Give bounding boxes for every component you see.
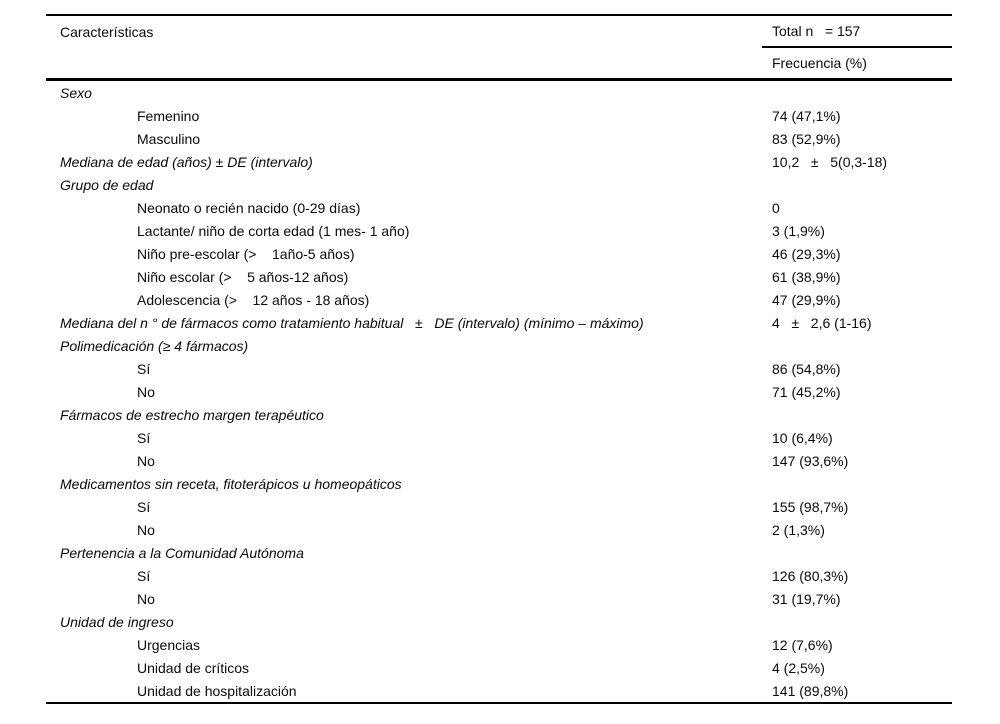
row-value: 4 (2,5%) (772, 659, 825, 676)
table-row: Masculino 83 (52,9%) (46, 127, 952, 150)
row-value: 155 (98,7%) (772, 498, 849, 515)
table-body: Sexo Femenino 74 (47,1%) Masculino 83 (52,9%… (46, 78, 952, 702)
row-value: 83 (52,9%) (772, 130, 841, 147)
row-value: 10,2 ± 5(0,3-18) (772, 153, 888, 170)
row-value: 2 (1,3%) (772, 521, 825, 538)
row-label: Mediana de edad (años) ± DE (intervalo) (60, 153, 313, 170)
table-header-row-1: Características Total n = 157 (46, 16, 952, 48)
row-label: Sí (137, 567, 151, 584)
table-row: Sí 126 (80,3%) (46, 564, 952, 587)
row-value: 0 (772, 199, 780, 216)
row-label: Unidad de hospitalización (137, 682, 297, 699)
table-row: Fármacos de estrecho margen terapéutico (46, 403, 952, 426)
table-row: No 147 (93,6%) (46, 449, 952, 472)
row-value: 61 (38,9%) (772, 268, 841, 285)
table-row: Grupo de edad (46, 173, 952, 196)
table-row: Unidad de ingreso (46, 610, 952, 633)
row-value: 47 (29,9%) (772, 291, 841, 308)
row-value: 71 (45,2%) (772, 383, 841, 400)
row-value: 126 (80,3%) (772, 567, 849, 584)
row-value: 4 ± 2,6 (1-16) (772, 314, 872, 331)
row-label: Femenino (137, 107, 200, 124)
row-label: Lactante/ niño de corta edad (1 mes- 1 a… (137, 222, 410, 239)
column-header-total-n: Total n = 157 (762, 16, 952, 48)
table-row: Lactante/ niño de corta edad (1 mes- 1 a… (46, 219, 952, 242)
row-label: No (137, 521, 155, 538)
row-label: Grupo de edad (60, 176, 154, 193)
table-row: Unidad de hospitalización 141 (89,8%) (46, 679, 952, 702)
row-value: 12 (7,6%) (772, 636, 833, 653)
row-label: Unidad de críticos (137, 659, 250, 676)
table-row: Sexo (46, 81, 952, 104)
row-value: 10 (6,4%) (772, 429, 833, 446)
row-label: Neonato o recién nacido (0-29 días) (137, 199, 361, 216)
table-row: Mediana de edad (años) ± DE (intervalo) 1… (46, 150, 952, 173)
table-row: Urgencias 12 (7,6%) (46, 633, 952, 656)
row-label: Sí (137, 498, 151, 515)
row-label: Mediana del n ° de fármacos como tratami… (60, 314, 644, 331)
row-label: Masculino (137, 130, 201, 147)
table-row: Sí 155 (98,7%) (46, 495, 952, 518)
table-row: Sí 86 (54,8%) (46, 357, 952, 380)
table-row: No 71 (45,2%) (46, 380, 952, 403)
row-label: Adolescencia (> 12 años - 18 años) (137, 291, 370, 308)
row-label: Medicamentos sin receta, fitoterápicos u… (60, 475, 402, 492)
table-row: Niño escolar (> 5 años-12 años) 61 (38,9%… (46, 265, 952, 288)
row-value: 3 (1,9%) (772, 222, 825, 239)
table-row: No 2 (1,3%) (46, 518, 952, 541)
row-label: Niño escolar (> 5 años-12 años) (137, 268, 349, 285)
row-label: Sexo (60, 84, 92, 101)
column-header-frecuencia: Frecuencia (%) (772, 55, 867, 71)
row-label: Sí (137, 360, 151, 377)
row-label: No (137, 452, 155, 469)
column-header-caracteristicas: Características (60, 24, 154, 40)
row-label: Sí (137, 429, 151, 446)
table-row: Neonato o recién nacido (0-29 días) 0 (46, 196, 952, 219)
row-label: Pertenencia a la Comunidad Autónoma (60, 544, 304, 561)
table-row: Medicamentos sin receta, fitoterápicos u… (46, 472, 952, 495)
table-row: Niño pre-escolar (> 1año-5 años) 46 (29,3… (46, 242, 952, 265)
row-label: Unidad de ingreso (60, 613, 174, 630)
row-label: Urgencias (137, 636, 201, 653)
row-value: 141 (89,8%) (772, 682, 849, 699)
row-value: 46 (29,3%) (772, 245, 841, 262)
row-value: 31 (19,7%) (772, 590, 841, 607)
row-label: No (137, 383, 155, 400)
table-header-row-2: Frecuencia (%) (46, 48, 952, 78)
row-label: No (137, 590, 155, 607)
table-row: Pertenencia a la Comunidad Autónoma (46, 541, 952, 564)
row-label: Fármacos de estrecho margen terapéutico (60, 406, 324, 423)
row-value: 86 (54,8%) (772, 360, 841, 377)
header-spacer (46, 48, 762, 78)
row-label: Polimedicación (≥ 4 fármacos) (60, 337, 249, 354)
table-row: Femenino 74 (47,1%) (46, 104, 952, 127)
table-row: No 31 (19,7%) (46, 587, 952, 610)
row-value: 147 (93,6%) (772, 452, 849, 469)
row-label: Niño pre-escolar (> 1año-5 años) (137, 245, 355, 262)
table-row: Unidad de críticos 4 (2,5%) (46, 656, 952, 679)
table-row: Mediana del n ° de fármacos como tratami… (46, 311, 952, 334)
characteristics-table: Características Total n = 157 Frecuencia… (46, 14, 952, 704)
row-value: 74 (47,1%) (772, 107, 841, 124)
table-row: Adolescencia (> 12 años - 18 años) 47 (29… (46, 288, 952, 311)
table-row: Sí 10 (6,4%) (46, 426, 952, 449)
table-row: Polimedicación (≥ 4 fármacos) (46, 334, 952, 357)
